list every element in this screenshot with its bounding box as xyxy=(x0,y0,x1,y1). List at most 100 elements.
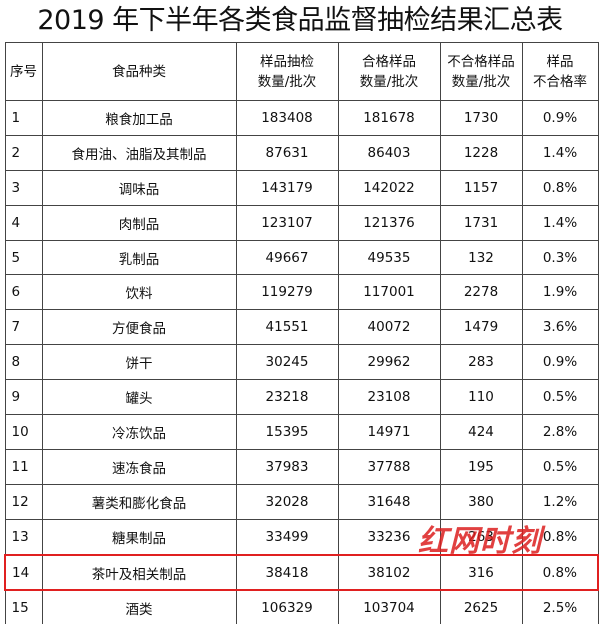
table-cell: 肉制品 xyxy=(41,204,237,241)
header-line: 合格样品 xyxy=(362,53,416,70)
table-cell: 冷冻饮品 xyxy=(41,414,237,450)
table-row: 3 调味品 143179 142022 1157 0.8% xyxy=(4,169,599,206)
table-cell: 37788 xyxy=(337,448,441,485)
table-cell: 14971 xyxy=(337,414,441,450)
table-cell: 调味品 xyxy=(41,169,237,206)
table-cell: 1731 xyxy=(439,204,523,241)
table-cell: 110 xyxy=(439,379,523,416)
watermark: 红网时刻 xyxy=(418,524,542,559)
table-cell: 49667 xyxy=(235,239,339,276)
table-cell: 181678 xyxy=(337,100,441,136)
table-cell: 5 xyxy=(4,239,43,276)
table-row: 9 罐头 23218 23108 110 0.5% xyxy=(4,379,599,416)
table-cell: 283 xyxy=(439,344,523,381)
table-cell: 143179 xyxy=(235,169,339,206)
table-cell: 183408 xyxy=(235,100,339,136)
table-cell: 1.9% xyxy=(521,274,599,311)
table-cell: 6 xyxy=(4,274,43,311)
table-cell: 23108 xyxy=(337,379,441,416)
table-row: 15 酒类 106329 103704 2625 2.5% xyxy=(4,589,599,624)
header-cell: 不合格样品数量/批次 xyxy=(439,42,523,101)
header-line: 数量/批次 xyxy=(257,73,317,90)
table-cell: 7 xyxy=(4,309,43,346)
table-cell: 酒类 xyxy=(41,589,237,624)
table-cell: 11 xyxy=(4,448,43,485)
table-row: 1 粮食加工品 183408 181678 1730 0.9% xyxy=(4,100,599,136)
table-cell: 茶叶及相关制品 xyxy=(41,553,237,592)
table-cell: 33236 xyxy=(337,518,441,556)
table-cell: 9 xyxy=(4,379,43,416)
table-cell: 0.5% xyxy=(521,379,599,416)
header-cell: 合格样品数量/批次 xyxy=(337,42,441,101)
header-cell: 样品抽检数量/批次 xyxy=(235,42,339,101)
table-cell: 1 xyxy=(4,100,43,136)
table-cell: 142022 xyxy=(337,169,441,206)
table-cell: 29962 xyxy=(337,344,441,381)
table-cell: 1157 xyxy=(439,169,523,206)
table-cell: 87631 xyxy=(235,134,339,171)
table-cell: 195 xyxy=(439,448,523,485)
header-line: 样品 xyxy=(546,53,574,70)
table-cell: 1479 xyxy=(439,309,523,346)
table-cell: 316 xyxy=(439,553,523,592)
table-cell: 食用油、油脂及其制品 xyxy=(41,134,237,171)
header-line: 数量/批次 xyxy=(359,73,419,90)
title: 2019 年下半年各类食品监督抽检结果汇总表 xyxy=(37,5,563,36)
header-cell: 食品种类 xyxy=(41,42,237,101)
table-cell: 41551 xyxy=(235,309,339,346)
table-cell: 粮食加工品 xyxy=(41,100,237,136)
header-line: 不合格率 xyxy=(533,73,587,90)
table-cell: 15395 xyxy=(235,414,339,450)
header-row: 序号 食品种类 样品抽检 数量/批次 合格样品 数量/批次 不合格样品 数量/批次 样品 不合格率 xyxy=(4,42,599,101)
table-cell: 106329 xyxy=(235,589,339,624)
header-line: 样品抽检 xyxy=(260,53,314,70)
table-cell: 糖果制品 xyxy=(41,518,237,556)
table-cell: 0.9% xyxy=(521,100,599,136)
table-row: 7 方便食品 41551 40072 1479 3.6% xyxy=(4,309,599,346)
table-cell: 2 xyxy=(4,134,43,171)
table-cell: 380 xyxy=(439,483,523,520)
table-cell: 40072 xyxy=(337,309,441,346)
table-row: 12 薯类和膨化食品 32028 31648 380 1.2% xyxy=(4,483,599,520)
table-cell: 12 xyxy=(4,483,43,520)
table-cell: 121376 xyxy=(337,204,441,241)
table-cell: 饼干 xyxy=(41,344,237,381)
table-cell: 14 xyxy=(4,553,43,592)
table-cell: 2278 xyxy=(439,274,523,311)
table-cell: 1730 xyxy=(439,100,523,136)
table-cell: 117001 xyxy=(337,274,441,311)
table-cell: 0.3% xyxy=(521,239,599,276)
table-body: 1 粮食加工品 183408 181678 1730 0.9% 2 食用油、油脂及其制品 876… xyxy=(4,100,599,624)
table-cell: 15 xyxy=(4,589,43,624)
header-line: 序号 xyxy=(10,63,37,80)
table-cell: 424 xyxy=(439,414,523,450)
table-cell: 49535 xyxy=(337,239,441,276)
table-cell: 2625 xyxy=(439,589,523,624)
table-cell: 30245 xyxy=(235,344,339,381)
table-cell: 38102 xyxy=(337,553,441,592)
table-cell: 32028 xyxy=(235,483,339,520)
table-cell: 薯类和膨化食品 xyxy=(41,483,237,520)
table-cell: 38418 xyxy=(235,553,339,592)
table-cell: 方便食品 xyxy=(41,309,237,346)
header-line: 食品种类 xyxy=(112,63,166,80)
table-cell: 0.8% xyxy=(521,553,599,592)
table-cell: 23218 xyxy=(235,379,339,416)
table-cell: 3.6% xyxy=(521,309,599,346)
table-cell: 132 xyxy=(439,239,523,276)
table-cell: 1228 xyxy=(439,134,523,171)
table-cell: 0.9% xyxy=(521,344,599,381)
header-line: 不合格样品 xyxy=(447,53,515,70)
header-line: 数量/批次 xyxy=(451,73,511,90)
table-cell: 速冻食品 xyxy=(41,448,237,485)
header-cell: 样品 不合格率 xyxy=(521,42,599,101)
table-cell: 37983 xyxy=(235,448,339,485)
table-row: 6 饮料 119279 117001 2278 1.9% xyxy=(4,274,599,311)
table-cell: 2.8% xyxy=(521,414,599,450)
table-cell: 33499 xyxy=(235,518,339,556)
table-row: 5 乳制品 49667 49535 132 0.3% xyxy=(4,239,599,276)
header-cell: 序号 xyxy=(4,42,43,101)
table-cell: 0.5% xyxy=(521,448,599,485)
table-cell: 3 xyxy=(4,169,43,206)
